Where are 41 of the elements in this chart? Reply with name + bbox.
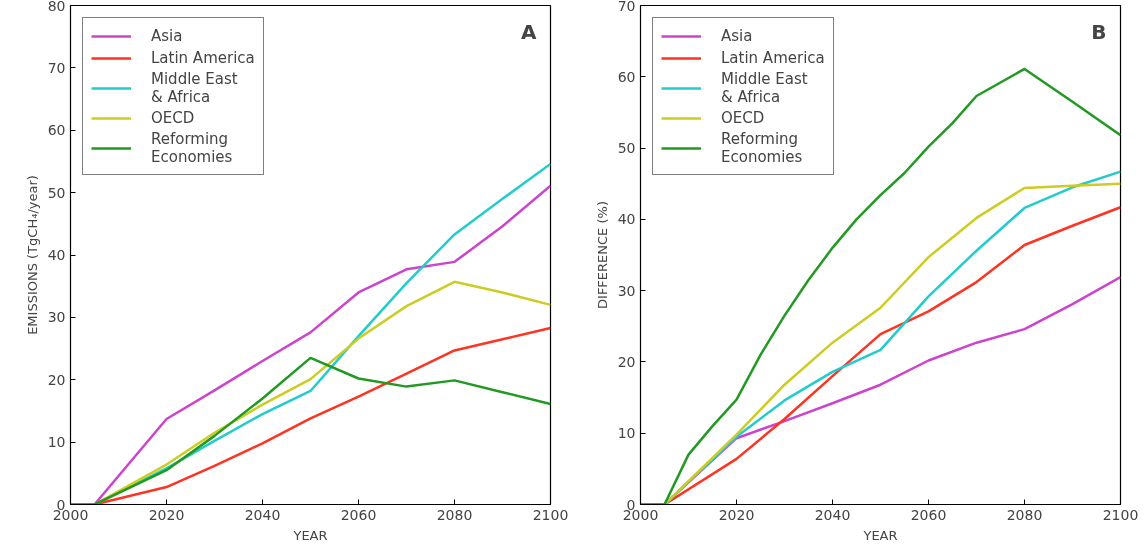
y-tick-label: 10 xyxy=(47,434,66,451)
legend-label: Asia xyxy=(151,27,183,45)
y-tick-label: 30 xyxy=(47,309,66,326)
x-tick-label: 2040 xyxy=(814,506,851,523)
x-tick-label: 2080 xyxy=(436,506,473,523)
x-tick-label: 2080 xyxy=(1006,506,1043,523)
y-axis-title: EMISSIONS (TgCH₄/year) xyxy=(24,175,40,335)
annotation: B xyxy=(1091,19,1107,44)
y-tick-label: 80 xyxy=(47,0,66,14)
y-tick-label: 70 xyxy=(617,0,636,14)
legend-label: Middle East & Africa xyxy=(721,70,808,106)
y-tick-label: 20 xyxy=(617,353,636,370)
y-tick-label: 50 xyxy=(617,140,636,157)
y-tick-label: 10 xyxy=(617,425,636,442)
y-axis-title: DIFFERENCE (%) xyxy=(594,201,610,309)
x-tick-label: 2100 xyxy=(1102,506,1139,523)
x-axis-title: YEAR xyxy=(292,527,328,543)
x-tick-label: 2100 xyxy=(532,506,569,523)
legend-label: Reforming Economies xyxy=(721,130,803,166)
y-tick-label: 70 xyxy=(47,59,66,76)
legend-label: OECD xyxy=(721,109,765,127)
legend-label: Asia xyxy=(721,27,753,45)
x-tick-label: 2020 xyxy=(718,506,755,523)
y-tick-label: 40 xyxy=(617,211,636,228)
x-tick-label: 2060 xyxy=(910,506,947,523)
legend-label: Middle East & Africa xyxy=(151,70,238,106)
x-tick-label: 2060 xyxy=(340,506,377,523)
legend-label: OECD xyxy=(151,109,195,127)
legend-label: Reforming Economies xyxy=(151,130,233,166)
legend-label: Latin America xyxy=(151,49,255,67)
y-tick-label: 30 xyxy=(617,282,636,299)
y-tick-label: 20 xyxy=(47,371,66,388)
legend-label: Latin America xyxy=(721,49,825,67)
y-tick-label: 60 xyxy=(617,68,636,85)
x-axis-title: YEAR xyxy=(862,527,898,543)
y-tick-label: 40 xyxy=(47,247,66,263)
annotation: A xyxy=(521,19,538,44)
y-tick-label: 60 xyxy=(47,122,66,139)
x-tick-label: 2020 xyxy=(148,506,185,523)
x-tick-label: 2040 xyxy=(244,506,281,523)
y-tick-label: 50 xyxy=(47,184,66,201)
